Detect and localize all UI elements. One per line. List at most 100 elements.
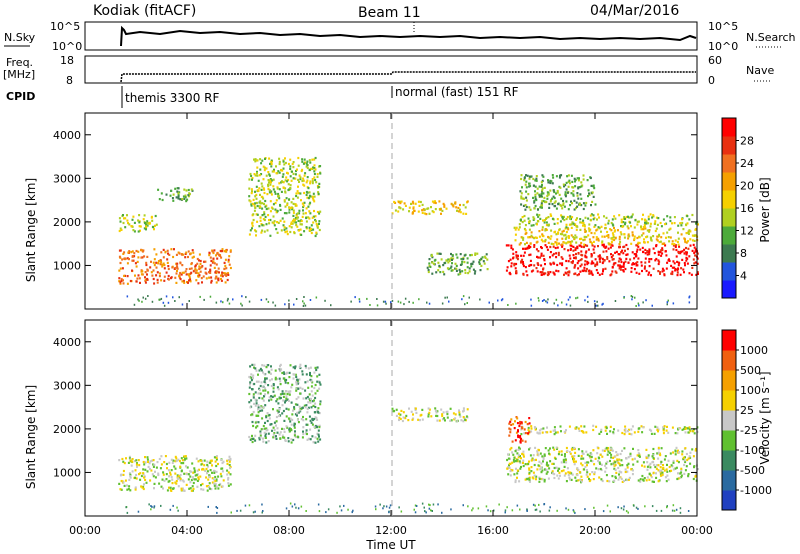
velocity-cell [656, 426, 658, 428]
velocity-cell [618, 473, 620, 475]
velocity-cell [615, 464, 617, 466]
power-cell [542, 240, 544, 242]
velocity-cell [589, 480, 591, 482]
velocity-cell [658, 447, 660, 449]
velocity-cell [261, 428, 263, 430]
power-cell [550, 238, 552, 240]
velocity-cell [672, 451, 674, 453]
velocity-noise-cell [603, 510, 605, 512]
power-cell [610, 229, 612, 231]
power-cell [292, 163, 294, 165]
velocity-cell [664, 470, 666, 472]
velocity-cell [164, 480, 166, 482]
power-cell [412, 207, 414, 209]
power-cell [461, 270, 463, 272]
velocity-cell [175, 468, 177, 470]
power-cell [645, 252, 647, 254]
velocity-noise-cell [430, 509, 432, 511]
power-cell [580, 250, 582, 252]
power-cell [660, 241, 662, 243]
power-cell [421, 209, 423, 211]
power-cell [256, 198, 258, 200]
velocity-cell [252, 421, 254, 423]
velocity-cell [166, 463, 168, 465]
power-cell [315, 181, 317, 183]
velocity-cell [580, 458, 582, 460]
velocity-cell [546, 427, 548, 429]
power-cell [524, 209, 526, 211]
velocity-cell [196, 458, 198, 460]
power-cell [658, 234, 660, 236]
power-cell [120, 268, 122, 270]
velocity-cell [249, 365, 251, 367]
power-cell [480, 265, 482, 267]
power-cell [298, 229, 300, 231]
power-cell [227, 274, 229, 276]
power-cell [524, 177, 526, 179]
velocity-cell [574, 452, 576, 454]
power-cell [628, 235, 630, 237]
velocity-cell [304, 390, 306, 392]
power-cell [601, 236, 603, 238]
power-noise-cell [268, 301, 270, 303]
velocity-cell [673, 468, 675, 470]
velocity-cell [564, 453, 566, 455]
power-colorbar-tick-label: 16 [740, 202, 754, 215]
power-cell [183, 189, 185, 191]
velocity-cell [155, 476, 157, 478]
power-cell [289, 159, 291, 161]
power-cell [261, 183, 263, 185]
power-colorbar-swatch [722, 244, 736, 263]
power-cell [537, 209, 539, 211]
power-cell [632, 262, 634, 264]
velocity-cell [518, 425, 520, 427]
velocity-cell [138, 464, 140, 466]
power-cell [296, 226, 298, 228]
power-cell [636, 264, 638, 266]
power-noise-cell [597, 305, 599, 307]
velocity-cell [534, 447, 536, 449]
power-cell [455, 268, 457, 270]
velocity-cell [627, 466, 629, 468]
power-cell [455, 263, 457, 265]
velocity-cell [647, 476, 649, 478]
power-cell [561, 233, 563, 235]
power-cell [655, 230, 657, 232]
power-cell [224, 262, 226, 264]
power-cell [442, 264, 444, 266]
velocity-cell [283, 420, 285, 422]
power-cell [553, 189, 555, 191]
velocity-cell [175, 456, 177, 458]
power-noise-cell [556, 299, 558, 301]
power-cell [220, 278, 222, 280]
velocity-cell [573, 455, 575, 457]
velocity-cell [229, 461, 231, 463]
power-cell [644, 226, 646, 228]
velocity-colorbar-swatch [722, 350, 736, 371]
velocity-cell [264, 432, 266, 434]
power-cell [588, 249, 590, 251]
velocity-cell [138, 459, 140, 461]
power-cell [554, 202, 556, 204]
velocity-cell [610, 456, 612, 458]
velocity-cell [542, 460, 544, 462]
power-cell [168, 275, 170, 277]
power-cell [301, 161, 303, 163]
power-cell [627, 248, 629, 250]
power-cell [460, 264, 462, 266]
power-cell [301, 170, 303, 172]
radar-title: Kodiak (fitACF) [93, 3, 196, 19]
power-cell [575, 253, 577, 255]
velocity-cell [535, 478, 537, 480]
power-cell [580, 198, 582, 200]
velocity-cell [313, 372, 315, 374]
velocity-cell [317, 407, 319, 409]
power-cell [629, 222, 631, 224]
velocity-cell [587, 476, 589, 478]
power-cell [583, 208, 585, 210]
power-cell [156, 224, 158, 226]
power-cell [582, 225, 584, 227]
velocity-cell [276, 420, 278, 422]
power-cell [185, 196, 187, 198]
power-colorbar-tick-label: 12 [740, 225, 754, 238]
